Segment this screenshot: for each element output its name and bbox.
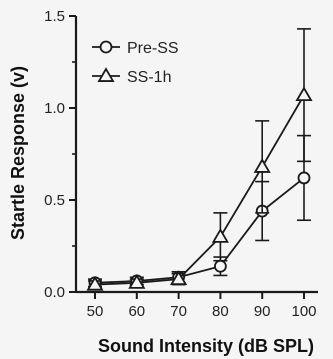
- x-axis-ticks: 50 60 70 80 90 100: [87, 292, 317, 320]
- y-tick-label: 1.0: [44, 100, 65, 117]
- x-tick-label: 80: [212, 303, 229, 320]
- data-point: [170, 270, 188, 286]
- legend-label: SS-1h: [127, 69, 171, 86]
- data-point: [253, 158, 271, 173]
- series-layer: [86, 28, 313, 291]
- y-tick-label: 0.0: [44, 284, 65, 301]
- legend-label: Pre-SS: [127, 40, 179, 57]
- data-point: [295, 86, 313, 102]
- x-tick-label: 60: [128, 303, 145, 320]
- x-tick-label: 50: [87, 303, 104, 320]
- axes: [74, 16, 318, 294]
- x-tick-label: 100: [291, 303, 316, 320]
- x-axis-title: Sound Intensity (dB SPL): [98, 336, 314, 356]
- legend-item: Pre-SS: [92, 40, 179, 57]
- y-tick-label: 1.5: [44, 8, 65, 25]
- data-point: [297, 171, 311, 185]
- series-pre-ss: [88, 134, 311, 290]
- legend-marker: [99, 40, 113, 54]
- series-line: [94, 177, 305, 284]
- series-ss-1h: [86, 28, 313, 291]
- data-point: [128, 274, 146, 289]
- x-tick-label: 90: [254, 303, 271, 320]
- data-point: [213, 259, 227, 273]
- legend: Pre-SS SS-1h: [92, 40, 179, 86]
- series-line: [94, 94, 305, 286]
- data-point: [211, 228, 229, 243]
- y-tick-label: 0.5: [44, 192, 65, 209]
- y-axis-title: Startle Response (v): [8, 66, 28, 240]
- x-tick-label: 70: [170, 303, 187, 320]
- y-axis-ticks: 0.0 0.5 1.0 1.5: [44, 8, 76, 301]
- legend-item: SS-1h: [92, 67, 171, 86]
- legend-marker: [97, 67, 115, 82]
- data-point: [86, 275, 104, 291]
